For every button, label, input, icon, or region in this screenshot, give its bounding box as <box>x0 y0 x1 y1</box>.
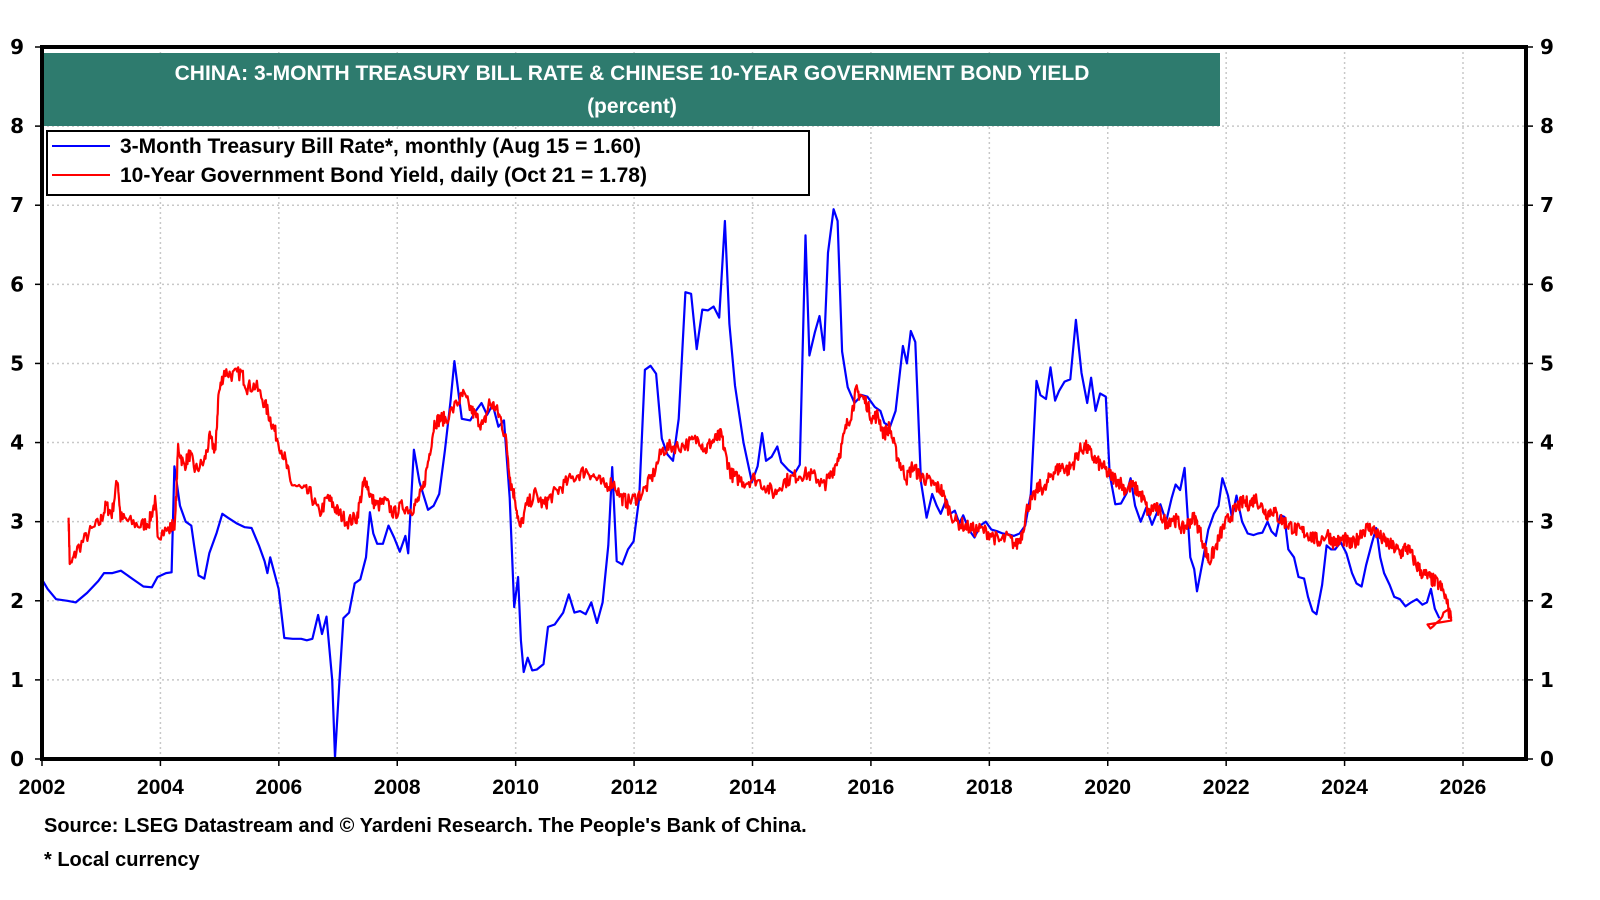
y-tick-label-left: 0 <box>10 747 24 771</box>
y-tick-label-left: 5 <box>10 351 24 375</box>
x-tick-label: 2012 <box>611 776 658 799</box>
footnote: * Local currency <box>44 849 200 871</box>
y-tick-label-right: 3 <box>1540 510 1554 534</box>
y-tick-label-left: 9 <box>10 35 24 59</box>
plot-frame <box>40 45 1528 761</box>
y-tick-label-left: 6 <box>10 272 24 296</box>
x-tick-label: 2006 <box>255 776 302 799</box>
y-tick-label-left: 8 <box>10 114 24 138</box>
x-tick-label: 2020 <box>1084 776 1131 799</box>
y-tick-label-right: 7 <box>1540 193 1554 217</box>
source-note: Source: LSEG Datastream and © Yardeni Re… <box>44 815 807 837</box>
y-tick-label-right: 2 <box>1540 589 1554 613</box>
series-line-3m-tbill-rate <box>41 208 1441 759</box>
series-layer <box>41 208 1453 759</box>
x-tick-label: 2010 <box>492 776 539 799</box>
title-box: CHINA: 3-MONTH TREASURY BILL RATE & CHIN… <box>44 53 1220 126</box>
x-tick-label: 2016 <box>848 776 895 799</box>
y-tick-label-right: 8 <box>1540 114 1554 138</box>
y-tick-label-right: 5 <box>1540 351 1554 375</box>
chart-title: CHINA: 3-MONTH TREASURY BILL RATE & CHIN… <box>175 62 1090 85</box>
y-tick-label-right: 4 <box>1540 431 1554 455</box>
x-tick-label: 2008 <box>374 776 421 799</box>
y-axis-right: 0 1 2 3 4 5 6 7 8 9 <box>1526 35 1554 771</box>
legend: 3-Month Treasury Bill Rate*, monthly (Au… <box>46 130 810 196</box>
x-tick-label: 2002 <box>19 776 66 799</box>
x-axis: 2002 2004 2006 2008 2010 2012 2014 2016 2018 2020… <box>19 759 1487 799</box>
y-tick-label-left: 3 <box>10 510 24 534</box>
grid-lines <box>42 47 1526 759</box>
x-tick-label: 2014 <box>729 776 776 799</box>
y-tick-label-left: 2 <box>10 589 24 613</box>
x-tick-label: 2026 <box>1440 776 1487 799</box>
x-tick-label: 2022 <box>1203 776 1250 799</box>
y-tick-label-right: 0 <box>1540 747 1554 771</box>
y-tick-label-right: 6 <box>1540 272 1554 296</box>
x-tick-label: 2004 <box>137 776 184 799</box>
y-axis-left: 0 1 2 3 4 5 6 7 8 9 <box>10 35 42 771</box>
x-tick-label: 2024 <box>1321 776 1368 799</box>
x-tick-label: 2018 <box>966 776 1013 799</box>
legend-label-bond: 10-Year Government Bond Yield, daily (Oc… <box>120 164 647 187</box>
series-line-10y-bond-yield <box>67 366 1453 630</box>
y-tick-label-left: 7 <box>10 193 24 217</box>
y-tick-label-left: 1 <box>10 668 24 692</box>
chart-subtitle: (percent) <box>587 95 677 118</box>
y-tick-label-right: 1 <box>1540 668 1554 692</box>
y-tick-label-left: 4 <box>10 431 24 455</box>
title-background <box>44 53 1220 126</box>
legend-box <box>46 130 810 196</box>
y-tick-label-right: 9 <box>1540 35 1554 59</box>
legend-label-tbill: 3-Month Treasury Bill Rate*, monthly (Au… <box>120 135 641 158</box>
